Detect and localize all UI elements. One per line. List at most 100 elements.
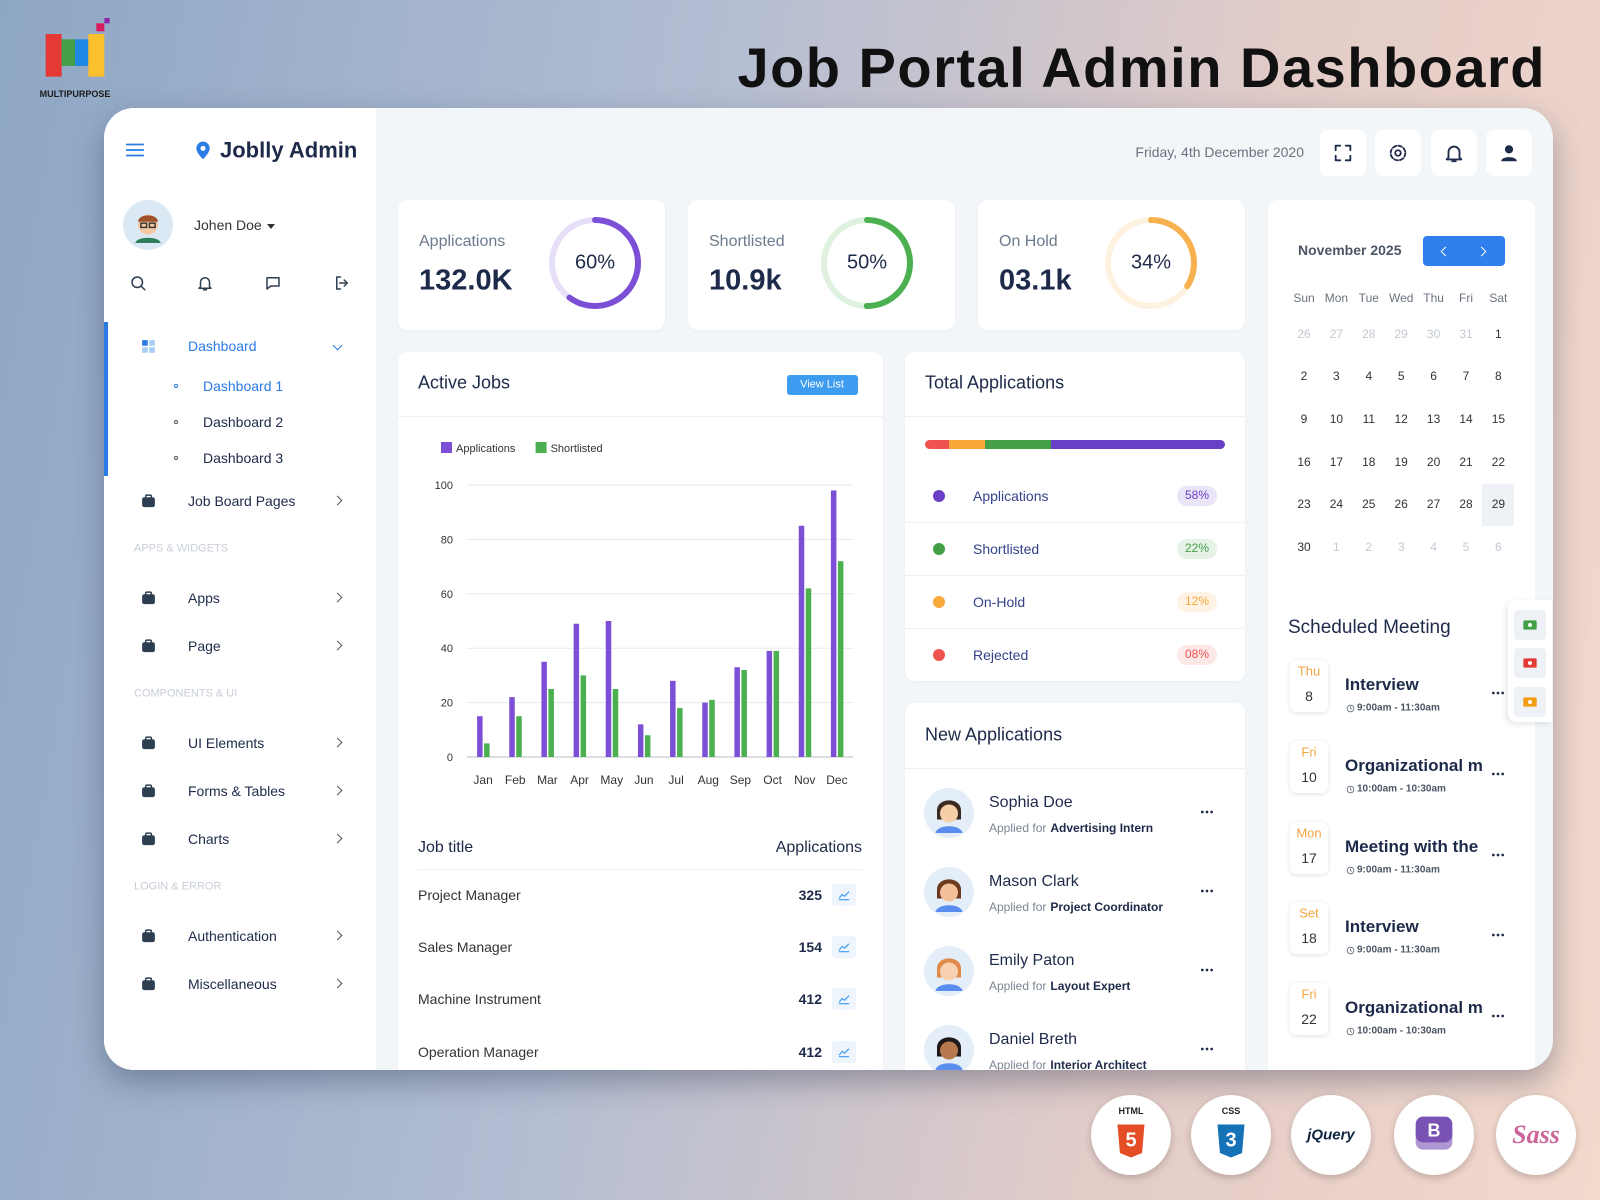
- menu-toggle[interactable]: [124, 139, 146, 161]
- icon-shape: [1492, 691, 1495, 695]
- calendar-day[interactable]: 10: [1329, 412, 1344, 427]
- more-button[interactable]: [1490, 1008, 1506, 1024]
- menu-item[interactable]: UI Elements: [188, 734, 265, 751]
- calendar-day[interactable]: 18: [1362, 455, 1376, 470]
- bell-button[interactable]: [1431, 130, 1477, 176]
- more-button[interactable]: [1490, 766, 1506, 782]
- menu-icon: [141, 493, 155, 507]
- calendar-day[interactable]: 21: [1459, 455, 1473, 470]
- icon-shape: [131, 276, 146, 291]
- icon-shape: [1201, 1047, 1204, 1051]
- calendar-day[interactable]: 29: [1394, 327, 1408, 342]
- calendar-day[interactable]: 5: [1397, 369, 1405, 384]
- calendar-day[interactable]: 24: [1329, 497, 1344, 512]
- expand-button[interactable]: [1320, 130, 1366, 176]
- card-title: Scheduled Meeting: [1288, 617, 1451, 639]
- calendar-day[interactable]: 4: [1430, 540, 1437, 555]
- calendar-day[interactable]: 14: [1459, 412, 1473, 427]
- applicant-role: Applied for Project Coordinator: [989, 900, 1163, 914]
- more-button[interactable]: [1490, 685, 1506, 701]
- calendar-day[interactable]: 23: [1297, 497, 1311, 512]
- calendar-day[interactable]: 6: [1495, 540, 1502, 555]
- calendar-day[interactable]: 2: [1300, 369, 1308, 384]
- meeting-time: 10:00am - 10:30am: [1357, 1025, 1446, 1037]
- calendar-day[interactable]: 31: [1459, 327, 1473, 342]
- icon-shape: [141, 496, 155, 507]
- menu-item[interactable]: Apps: [188, 589, 220, 606]
- more-button[interactable]: [1199, 1041, 1215, 1057]
- calendar-day[interactable]: 13: [1426, 412, 1441, 427]
- menu-item[interactable]: Authentication: [188, 927, 277, 944]
- stat-value: 10.9k: [709, 264, 782, 297]
- more-button[interactable]: [1199, 883, 1215, 899]
- applied-for: Applied for: [989, 821, 1047, 835]
- icon-shape: [1501, 1014, 1504, 1018]
- trend-icon: [838, 891, 850, 901]
- calendar-day[interactable]: 2: [1365, 540, 1373, 555]
- meeting-date: [1290, 902, 1328, 954]
- status-name: On-Hold: [973, 593, 1026, 610]
- calendar-day[interactable]: 30: [1297, 540, 1311, 555]
- calendar-day[interactable]: 1: [1333, 540, 1340, 555]
- calendar-day[interactable]: 15: [1491, 412, 1506, 427]
- more-button[interactable]: [1199, 804, 1215, 820]
- gear-button[interactable]: [1375, 130, 1421, 176]
- view-list-button[interactable]: [787, 375, 858, 395]
- submenu-dot: [174, 456, 178, 460]
- calendar-day[interactable]: 28: [1362, 327, 1376, 342]
- icon-shape: [144, 735, 152, 741]
- applied-for: Applied for: [989, 979, 1047, 993]
- calendar-day[interactable]: 8: [1495, 369, 1502, 384]
- more-button[interactable]: [1490, 927, 1506, 943]
- menu-item[interactable]: Job Board Pages: [188, 492, 296, 509]
- icon-shape: [141, 641, 155, 652]
- view-list-label[interactable]: View List: [800, 378, 844, 391]
- chat-button[interactable]: [264, 274, 282, 292]
- calendar-day[interactable]: 22: [1491, 455, 1506, 470]
- calendar-day[interactable]: 25: [1362, 497, 1376, 512]
- calendar-day[interactable]: 6: [1430, 369, 1437, 384]
- stat-value: 132.0K: [419, 264, 513, 297]
- badge-glyph: B: [1427, 1120, 1441, 1141]
- calendar-day[interactable]: 9: [1300, 412, 1308, 427]
- calendar-day[interactable]: 19: [1394, 455, 1408, 470]
- calendar-day[interactable]: 17: [1329, 455, 1344, 470]
- more-button[interactable]: [1490, 847, 1506, 863]
- calendar-day[interactable]: 26: [1394, 497, 1408, 512]
- calendar-day[interactable]: 12: [1394, 412, 1408, 427]
- icon-shape: [141, 738, 155, 749]
- menu-item[interactable]: Miscellaneous: [188, 975, 277, 992]
- calendar-day[interactable]: 20: [1426, 455, 1441, 470]
- calendar-day[interactable]: 27: [1329, 327, 1344, 342]
- logout-button[interactable]: [333, 274, 351, 292]
- calendar-day[interactable]: 5: [1462, 540, 1470, 555]
- calendar-day[interactable]: 26: [1297, 327, 1311, 342]
- user-name[interactable]: Johen Doe: [194, 217, 275, 233]
- bell-button[interactable]: [196, 274, 214, 292]
- calendar-day[interactable]: 30: [1426, 327, 1441, 342]
- menu-item[interactable]: Charts: [188, 830, 230, 847]
- more-button[interactable]: [1199, 962, 1215, 978]
- search-button[interactable]: [129, 274, 147, 292]
- status-percent: 58%: [1184, 488, 1210, 503]
- calendar-day[interactable]: 3: [1333, 369, 1340, 384]
- submenu-item[interactable]: Dashboard 1: [203, 377, 284, 394]
- calendar-day[interactable]: 4: [1365, 369, 1373, 384]
- menu-item[interactable]: Forms & Tables: [188, 782, 285, 799]
- calendar-day[interactable]: 7: [1462, 369, 1470, 384]
- menu-item[interactable]: Page: [188, 637, 221, 654]
- applicant-name: Sophia Doe: [989, 793, 1073, 811]
- menu-item[interactable]: Dashboard: [188, 337, 257, 354]
- menu-icon: [141, 735, 155, 749]
- calendar-day[interactable]: 3: [1397, 540, 1405, 555]
- calendar-day[interactable]: 29: [1491, 497, 1506, 512]
- calendar-day[interactable]: 11: [1362, 412, 1376, 427]
- submenu-item[interactable]: Dashboard 2: [203, 413, 284, 430]
- submenu-item[interactable]: Dashboard 3: [203, 449, 284, 466]
- meeting-day: Mon: [1296, 825, 1322, 841]
- calendar-day[interactable]: 16: [1297, 455, 1311, 470]
- calendar-day[interactable]: 27: [1426, 497, 1441, 512]
- calendar-day[interactable]: 28: [1459, 497, 1473, 512]
- calendar-nav[interactable]: [1423, 236, 1505, 266]
- calendar-day[interactable]: 1: [1495, 327, 1502, 342]
